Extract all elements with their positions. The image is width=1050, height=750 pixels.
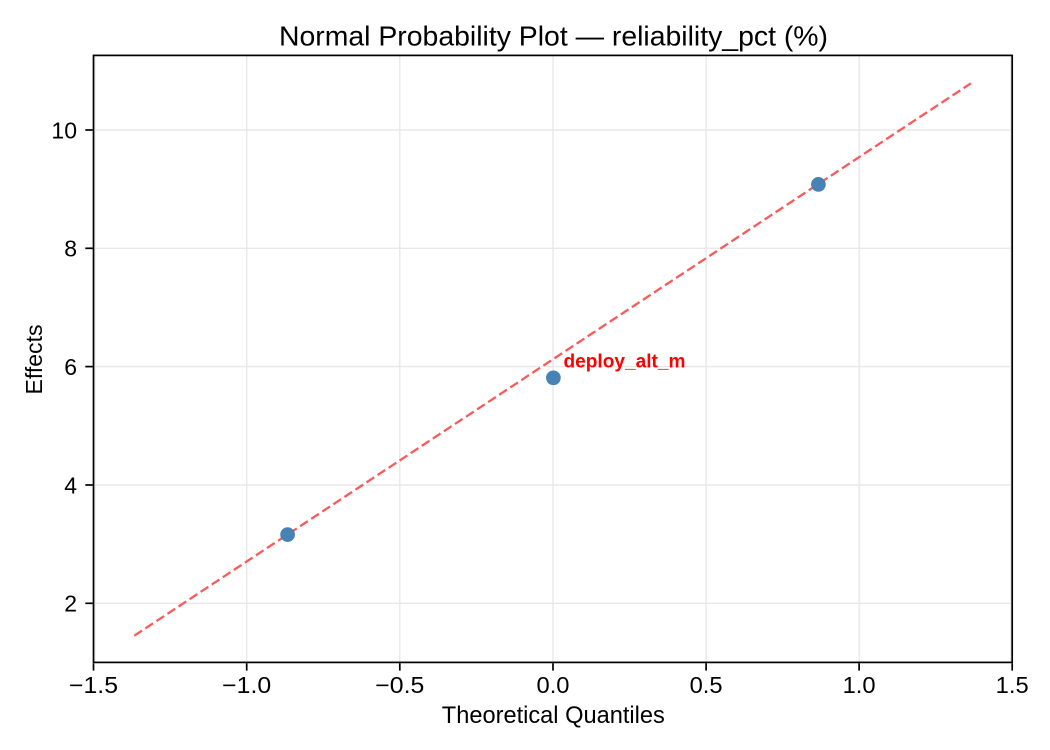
svg-text:4: 4: [64, 472, 77, 498]
svg-text:2: 2: [64, 591, 77, 617]
svg-text:−1.0: −1.0: [222, 672, 271, 698]
svg-text:Normal Probability Plot — reli: Normal Probability Plot — reliability_pc…: [279, 21, 828, 52]
svg-text:1.5: 1.5: [996, 672, 1029, 698]
svg-text:Theoretical Quantiles: Theoretical Quantiles: [442, 702, 665, 729]
svg-text:−1.5: −1.5: [69, 672, 118, 698]
svg-text:10: 10: [51, 117, 77, 143]
svg-text:0.5: 0.5: [690, 672, 723, 698]
svg-text:deploy_alt_m: deploy_alt_m: [564, 351, 686, 372]
svg-text:Effects: Effects: [21, 325, 47, 395]
svg-text:−0.5: −0.5: [375, 672, 424, 698]
svg-text:1.0: 1.0: [843, 672, 876, 698]
svg-text:6: 6: [64, 354, 77, 380]
svg-text:8: 8: [64, 236, 77, 262]
svg-text:0.0: 0.0: [537, 672, 570, 698]
